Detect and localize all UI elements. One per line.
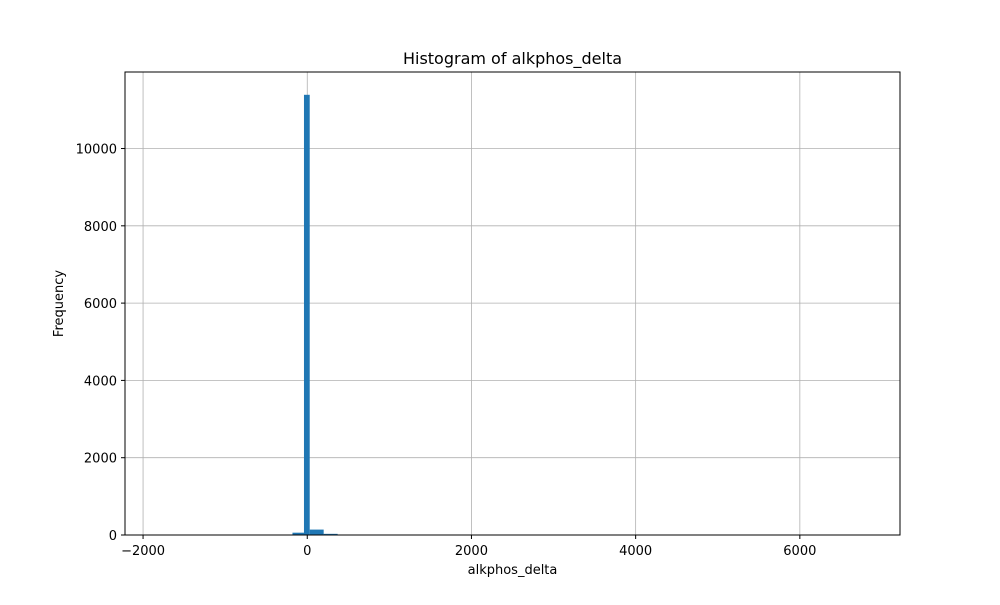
y-tick-label: 0 (109, 529, 117, 544)
x-tick-label: 4000 (619, 544, 652, 559)
y-tick-label: 6000 (84, 297, 117, 312)
x-tick-label: 0 (303, 544, 311, 559)
y-tick-label: 8000 (84, 220, 117, 235)
x-tick-label: 6000 (783, 544, 816, 559)
x-axis-label: alkphos_delta (468, 563, 558, 578)
histogram-bars (292, 95, 351, 535)
x-tick-label: 2000 (455, 544, 488, 559)
chart-title: Histogram of alkphos_delta (403, 49, 622, 69)
y-tick-label: 4000 (84, 374, 117, 389)
y-tick-label: 10000 (76, 143, 117, 158)
histogram-bar (304, 95, 310, 535)
y-axis-label: Frequency (52, 270, 67, 337)
y-tick-label: 2000 (84, 452, 117, 467)
x-tick-label: −2000 (121, 544, 165, 559)
grid-lines (125, 72, 900, 535)
axis-ticks: −2000 0 2000 4000 6000 0 2000 4000 6000 8000 10000 (76, 143, 817, 559)
histogram-bar (310, 530, 324, 535)
